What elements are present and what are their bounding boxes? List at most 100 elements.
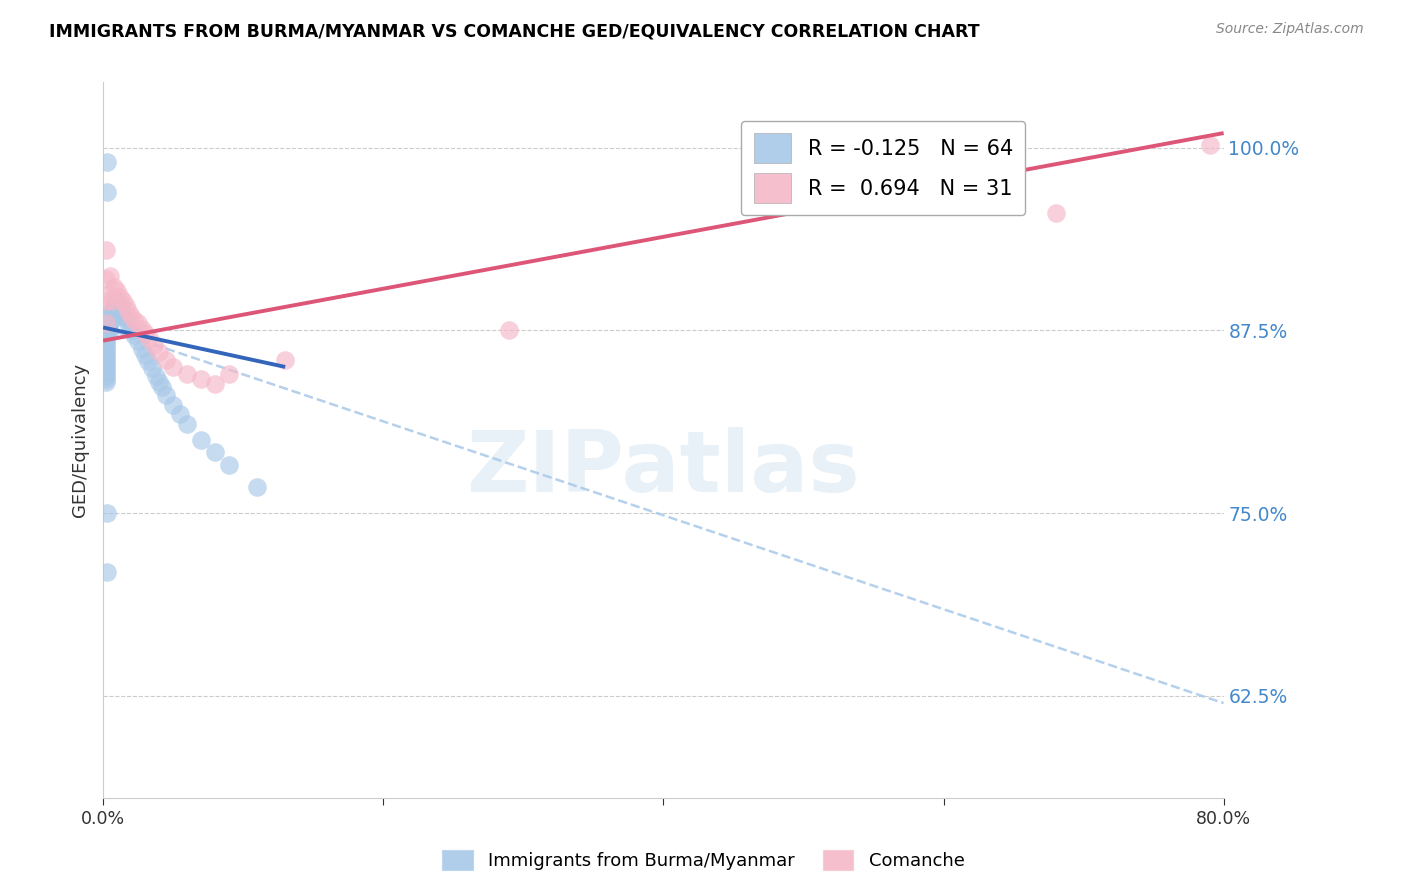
Point xyxy=(148,345,170,359)
Y-axis label: GED/Equivalency: GED/Equivalency xyxy=(72,363,89,517)
Point xyxy=(103,279,125,293)
Point xyxy=(94,327,117,342)
Text: Source: ZipAtlas.com: Source: ZipAtlas.com xyxy=(1216,22,1364,37)
Point xyxy=(150,380,173,394)
Point xyxy=(94,359,117,374)
Point xyxy=(176,368,198,382)
Point xyxy=(155,387,177,401)
Point xyxy=(96,565,118,579)
Point xyxy=(142,338,165,352)
Point xyxy=(100,313,122,327)
Point xyxy=(94,336,117,351)
Point xyxy=(94,354,117,368)
Point xyxy=(94,325,117,339)
Point xyxy=(94,294,117,309)
Legend: R = -0.125   N = 64, R =  0.694   N = 31: R = -0.125 N = 64, R = 0.694 N = 31 xyxy=(741,121,1025,215)
Point xyxy=(94,243,117,257)
Point xyxy=(101,301,124,316)
Point xyxy=(111,306,134,320)
Point xyxy=(117,304,139,318)
Point xyxy=(96,185,118,199)
Point xyxy=(274,352,297,367)
Point xyxy=(120,309,142,323)
Point xyxy=(100,309,122,323)
Text: IMMIGRANTS FROM BURMA/MYANMAR VS COMANCHE GED/EQUIVALENCY CORRELATION CHART: IMMIGRANTS FROM BURMA/MYANMAR VS COMANCH… xyxy=(49,22,980,40)
Point xyxy=(94,334,117,348)
Point xyxy=(134,326,156,341)
Point xyxy=(94,272,117,286)
Point xyxy=(101,306,124,320)
Point xyxy=(111,294,134,309)
Point xyxy=(190,371,212,385)
Point xyxy=(176,417,198,431)
Point xyxy=(204,377,226,392)
Point xyxy=(94,331,117,345)
Point xyxy=(1045,206,1067,220)
Point xyxy=(100,304,122,318)
Point xyxy=(96,506,118,520)
Point xyxy=(134,348,156,362)
Point xyxy=(145,368,167,383)
Point xyxy=(97,286,120,301)
Point xyxy=(190,433,212,447)
Point xyxy=(94,368,117,383)
Point xyxy=(246,480,269,494)
Point xyxy=(120,323,142,337)
Point xyxy=(94,345,117,359)
Point xyxy=(100,294,122,309)
Point xyxy=(131,322,153,336)
Point xyxy=(104,295,127,310)
Point xyxy=(105,299,128,313)
Point xyxy=(112,309,135,323)
Point xyxy=(162,359,184,374)
Point xyxy=(94,322,117,336)
Point xyxy=(114,311,136,326)
Point xyxy=(204,444,226,458)
Point xyxy=(103,302,125,317)
Point xyxy=(105,284,128,298)
Point xyxy=(110,302,132,317)
Point xyxy=(1198,137,1220,152)
Point xyxy=(218,458,240,472)
Point xyxy=(141,361,163,376)
Point xyxy=(155,352,177,367)
Point xyxy=(94,351,117,366)
Legend: Immigrants from Burma/Myanmar, Comanche: Immigrants from Burma/Myanmar, Comanche xyxy=(434,842,972,879)
Point xyxy=(94,318,117,333)
Point xyxy=(94,363,117,377)
Point xyxy=(97,326,120,341)
Point xyxy=(169,407,191,421)
Point xyxy=(94,339,117,353)
Point xyxy=(498,323,520,337)
Point xyxy=(105,294,128,309)
Point xyxy=(107,297,129,311)
Point xyxy=(94,316,117,330)
Point xyxy=(94,371,117,385)
Point xyxy=(97,322,120,336)
Point xyxy=(96,155,118,169)
Point xyxy=(98,269,121,284)
Text: ZIPatlas: ZIPatlas xyxy=(467,427,860,510)
Point xyxy=(131,343,153,357)
Point xyxy=(114,299,136,313)
Point xyxy=(94,375,117,389)
Point xyxy=(108,300,131,314)
Point xyxy=(148,375,170,389)
Point xyxy=(103,299,125,313)
Point xyxy=(138,331,160,345)
Point xyxy=(97,313,120,327)
Point xyxy=(94,366,117,380)
Point xyxy=(127,316,149,330)
Point xyxy=(108,290,131,304)
Point xyxy=(127,334,149,348)
Point xyxy=(94,348,117,362)
Point xyxy=(97,309,120,323)
Point xyxy=(94,343,117,357)
Point xyxy=(218,368,240,382)
Point xyxy=(117,316,139,330)
Point xyxy=(122,313,145,327)
Point xyxy=(136,354,159,368)
Point xyxy=(97,318,120,332)
Point xyxy=(94,357,117,371)
Point xyxy=(122,327,145,342)
